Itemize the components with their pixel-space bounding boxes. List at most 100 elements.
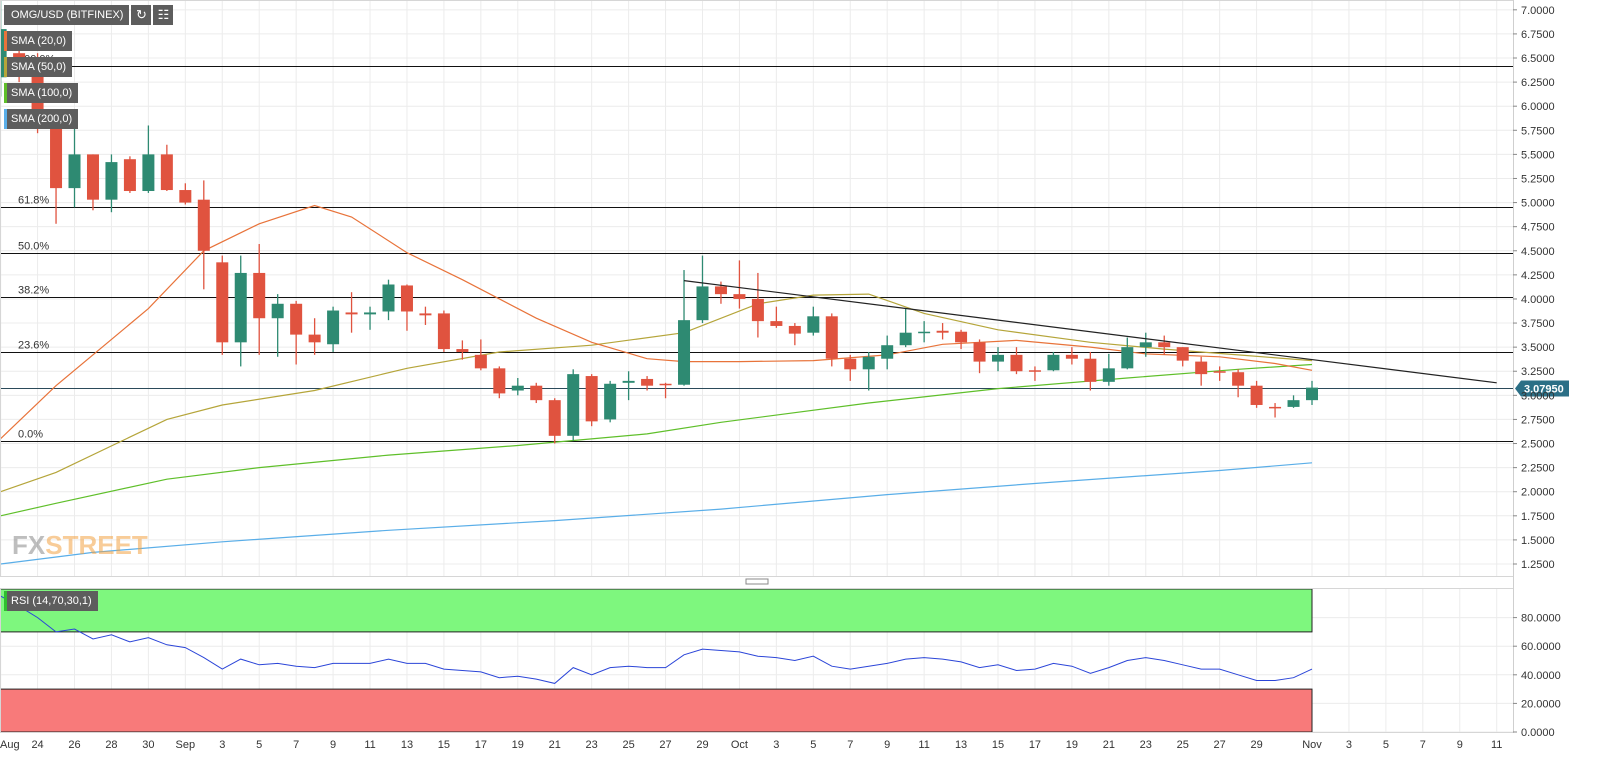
time-tick-label: 24 [31, 739, 43, 751]
candle[interactable] [493, 366, 506, 399]
candle[interactable] [1084, 351, 1097, 391]
candle[interactable] [1269, 403, 1282, 418]
candle[interactable] [437, 310, 450, 352]
candle[interactable] [1176, 347, 1189, 367]
candle[interactable] [105, 154, 118, 213]
panel-resize-handle[interactable] [745, 578, 769, 585]
candle[interactable] [290, 300, 303, 365]
candle[interactable] [68, 120, 81, 208]
sma50-line [0, 293, 1313, 493]
candle[interactable] [345, 292, 358, 333]
candle[interactable] [1306, 380, 1318, 405]
candle[interactable] [327, 306, 340, 352]
candle[interactable] [622, 371, 635, 401]
candle[interactable] [807, 306, 820, 336]
candle[interactable] [50, 115, 63, 224]
candle[interactable] [973, 339, 986, 374]
candle-body [1121, 347, 1134, 369]
candle[interactable] [123, 156, 136, 193]
candle[interactable] [364, 306, 377, 330]
candle[interactable] [160, 144, 173, 192]
candle[interactable] [511, 377, 524, 396]
candle[interactable] [1250, 380, 1263, 408]
indicator-sma50[interactable]: SMA (50,0) [4, 57, 73, 77]
candle[interactable] [751, 272, 764, 338]
candle[interactable] [142, 125, 155, 193]
time-tick-label: 23 [1140, 739, 1152, 751]
price-tick-label: 2.0000 [1521, 487, 1555, 499]
indicator-rsi[interactable]: RSI (14,70,30,1) [4, 591, 98, 611]
candle[interactable] [400, 284, 413, 331]
candle[interactable] [641, 376, 654, 391]
candle[interactable] [788, 323, 801, 346]
candle[interactable] [585, 374, 598, 427]
candle[interactable] [881, 335, 894, 370]
rsi-tick-label: 60.0000 [1521, 641, 1561, 653]
price-tick-label: 4.0000 [1521, 294, 1555, 306]
candle[interactable] [197, 180, 210, 290]
refresh-icon[interactable]: ↻ [131, 5, 152, 25]
candle[interactable] [567, 369, 580, 441]
indicator-sma20[interactable]: SMA (20,0) [4, 31, 73, 51]
candle[interactable] [1287, 395, 1300, 408]
sma200-swatch [4, 109, 7, 129]
fxstreet-logo: FXSTREET [12, 530, 148, 561]
candle[interactable] [733, 260, 746, 309]
candle[interactable] [179, 183, 192, 205]
candle[interactable] [1195, 356, 1208, 386]
candle[interactable] [382, 279, 395, 321]
candle[interactable] [1139, 332, 1152, 357]
candle-body [493, 368, 506, 394]
candle-body [382, 284, 395, 312]
price-tick-label: 4.2500 [1521, 270, 1555, 282]
indicator-sma200[interactable]: SMA (200,0) [4, 109, 79, 129]
candle[interactable] [308, 318, 321, 355]
candle[interactable] [659, 382, 672, 399]
candle[interactable] [918, 321, 931, 343]
candle[interactable] [844, 354, 857, 381]
logo-street: STREET [45, 530, 148, 560]
price-tick-label: 6.0000 [1521, 101, 1555, 113]
candle[interactable] [1047, 351, 1060, 372]
indicator-sma100[interactable]: SMA (100,0) [4, 83, 79, 103]
candle[interactable] [955, 329, 968, 350]
symbol-toolbar: OMG/USD (BITFINEX) ↻ ☷ [4, 5, 174, 25]
candle[interactable] [770, 306, 783, 328]
candle[interactable] [474, 339, 487, 371]
chart-settings-icon[interactable]: ☷ [153, 5, 174, 25]
time-tick-label: 11 [1491, 739, 1502, 751]
candle[interactable] [825, 313, 838, 367]
candle[interactable] [862, 351, 875, 391]
candle[interactable] [456, 340, 469, 360]
candle[interactable] [1102, 353, 1115, 386]
time-tick-label: 5 [810, 739, 816, 751]
indicator-label: SMA (200,0) [11, 113, 73, 125]
candle[interactable] [253, 244, 266, 355]
candle[interactable] [419, 306, 432, 325]
candle-body [1139, 342, 1152, 348]
candle[interactable] [1121, 337, 1134, 370]
candle[interactable] [234, 255, 247, 367]
candle[interactable] [678, 270, 691, 386]
candle[interactable] [1010, 347, 1023, 375]
candle[interactable] [696, 255, 709, 324]
candle[interactable] [1232, 369, 1245, 398]
candle[interactable] [899, 308, 912, 348]
candle[interactable] [1065, 347, 1078, 365]
candle-body [253, 272, 266, 319]
candle[interactable] [1158, 335, 1171, 355]
indicator-label: SMA (50,0) [11, 61, 67, 73]
candle[interactable] [216, 255, 229, 355]
candle[interactable] [936, 323, 949, 340]
candle[interactable] [530, 382, 543, 404]
candle[interactable] [1028, 366, 1041, 381]
sma100-line [0, 363, 1313, 517]
price-tick-label: 3.0000 [1521, 390, 1555, 402]
candle[interactable] [1213, 366, 1226, 381]
candle[interactable] [86, 154, 99, 211]
candle[interactable] [992, 347, 1005, 372]
candle[interactable] [548, 398, 561, 444]
candle[interactable] [604, 380, 617, 423]
candle[interactable] [271, 294, 284, 357]
